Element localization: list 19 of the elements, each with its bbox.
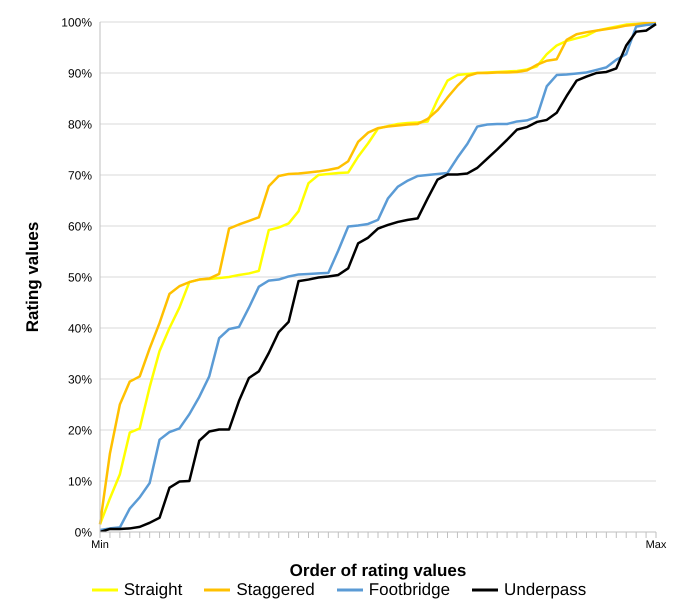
y-tick-label: 60% bbox=[68, 219, 92, 234]
y-tick-label: 30% bbox=[68, 372, 92, 386]
y-tick-label: 20% bbox=[68, 423, 92, 438]
y-tick-label: 0% bbox=[74, 525, 92, 540]
x-tick-label: Max bbox=[646, 538, 667, 551]
x-tick-label: Min bbox=[91, 538, 109, 551]
legend-label: Straight bbox=[124, 580, 182, 600]
legend-label: Footbridge bbox=[368, 580, 450, 600]
x-axis-title: Order of rating values bbox=[290, 561, 466, 580]
y-axis-title: Rating values bbox=[23, 222, 42, 332]
legend-label: Underpass bbox=[504, 580, 586, 600]
y-tick-label: 80% bbox=[68, 117, 92, 132]
y-tick-label: 100% bbox=[61, 15, 92, 30]
y-tick-label: 70% bbox=[68, 168, 92, 182]
y-tick-label: 50% bbox=[68, 270, 92, 284]
y-tick-label: 40% bbox=[68, 321, 92, 336]
legend-label: Staggered bbox=[236, 580, 315, 600]
y-tick-label: 10% bbox=[68, 474, 92, 488]
y-tick-label: 90% bbox=[68, 66, 92, 80]
